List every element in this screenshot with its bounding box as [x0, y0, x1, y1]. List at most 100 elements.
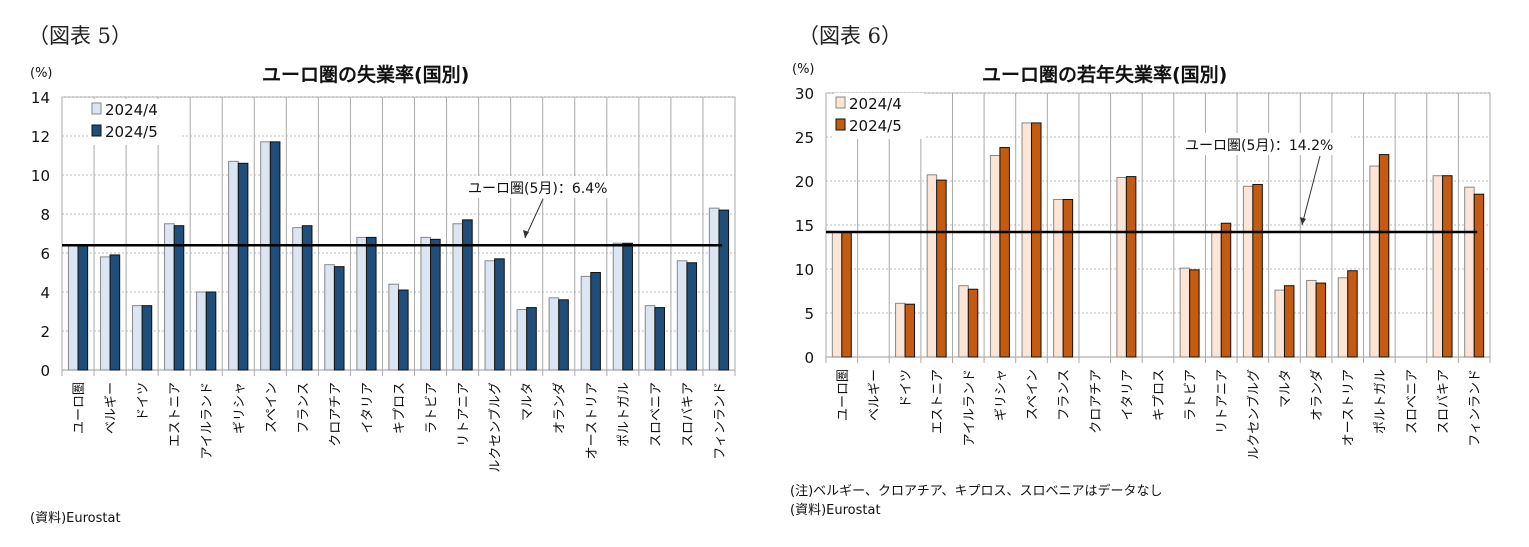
x-tick-label: アイルランド [962, 369, 977, 446]
bar-2024-4 [516, 309, 528, 371]
y-tick-label: 10 [795, 261, 814, 279]
bar-2024-5 [205, 291, 217, 371]
bar-2024-5 [526, 307, 537, 371]
bar-2024-5 [77, 244, 89, 371]
bar-2024-5 [365, 236, 377, 371]
bar-2024-4 [484, 260, 496, 371]
chart-title: ユーロ圏の失業率(国別) [262, 64, 470, 86]
legend-label: 2024/5 [849, 117, 902, 135]
bar-2024-4 [132, 305, 143, 371]
y-tick-label: 0 [804, 349, 814, 367]
bar-2024-4 [548, 297, 560, 371]
bar-2024-4 [1337, 277, 1349, 358]
bar-2024-4 [292, 227, 303, 371]
legend-swatch [835, 118, 846, 131]
bar-2024-4 [67, 244, 79, 371]
legend [90, 99, 180, 145]
bar-2024-4 [1306, 279, 1317, 358]
x-tick-label: エストニア [168, 382, 183, 447]
x-tick-label: キプロス [1152, 369, 1167, 421]
annotation-arrow [1301, 155, 1321, 226]
bar-2024-4 [926, 174, 938, 358]
bar-2024-4 [99, 256, 111, 371]
legend-swatch [91, 102, 102, 115]
x-tick-label: フィンランド [1468, 369, 1483, 447]
bar-2024-4 [324, 264, 335, 371]
x-tick-label: ルクセンブルグ [488, 382, 504, 473]
bar-2024-5 [904, 303, 916, 358]
annotation-bg [464, 176, 634, 198]
bar-2024-4 [831, 231, 843, 358]
bar-2024-4 [1053, 198, 1064, 358]
x-tick-label: ドイツ [899, 369, 914, 408]
bar-2024-4 [1242, 185, 1254, 358]
y-tick-label: 25 [795, 129, 814, 147]
x-tick-label: スペイン [1026, 369, 1041, 420]
legend-swatch [91, 124, 102, 137]
bar-2024-5 [1062, 198, 1074, 358]
arrow-head-icon [523, 230, 529, 238]
bar-2024-4 [612, 242, 624, 371]
bar-2024-5 [1473, 193, 1485, 358]
bar-2024-4 [196, 291, 207, 371]
y-tick-label: 6 [40, 245, 50, 263]
bar-2024-5 [462, 219, 473, 371]
x-tick-label: ドイツ [136, 382, 151, 421]
x-tick-label: ルクセンブルグ [1246, 369, 1262, 460]
y-unit-label: (%) [30, 66, 53, 81]
chart-1: 0 2 4 6 8 10 12 14 ユーロ圏 ベルギー ドイツ エストニア アイルランド ギリシャ スペイ… [31, 89, 736, 473]
bar-2024-4 [676, 260, 688, 371]
legend-swatch [835, 96, 846, 109]
figure-label-5: （図表 5） [28, 24, 133, 48]
x-tick-label: ギリシャ [994, 369, 1009, 421]
y-tick-label: 0 [40, 362, 50, 380]
annotation-arrow [524, 198, 544, 239]
x-tick-label: クロアチア [328, 382, 343, 447]
bar-2024-5 [999, 147, 1010, 358]
bar-2024-4 [1211, 231, 1222, 358]
bar-2024-4 [228, 160, 239, 371]
bar-2024-4 [580, 275, 592, 371]
x-tick-label: ポルトガル [1373, 369, 1388, 434]
y-tick-label: 8 [40, 206, 50, 224]
bar-2024-5 [936, 179, 947, 358]
bar-2024-5 [718, 209, 730, 371]
bar-2024-4 [958, 285, 969, 358]
bar-2024-5 [841, 231, 852, 358]
y-unit-label: (%) [792, 62, 815, 77]
x-tick-label: オーストリア [1342, 369, 1357, 446]
x-tick-label: オランダ [553, 382, 568, 434]
bar-2024-5 [494, 258, 505, 371]
bar-2024-4 [420, 236, 432, 371]
x-tick-label: ベルギー [867, 369, 882, 421]
bar-2024-5 [686, 262, 698, 371]
source-note: (資料)Eurostat [790, 503, 881, 518]
chart-title: ユーロ圏の若年失業率(国別) [982, 64, 1228, 86]
legend [834, 93, 924, 139]
x-tick-label: フランス [296, 382, 311, 434]
bar-2024-5 [1031, 122, 1042, 358]
x-tick-label: ユーロ圏 [836, 369, 851, 421]
x-tick-label: スロベニア [1405, 369, 1420, 434]
figure-label-6: （図表 6） [798, 24, 903, 48]
bar-2024-4 [644, 305, 656, 371]
x-tick-label: フランス [1057, 369, 1072, 421]
legend-label: 2024/5 [105, 123, 158, 141]
bar-2024-5 [398, 289, 409, 371]
y-tick-label: 4 [40, 284, 50, 302]
bar-2024-4 [989, 154, 1001, 358]
reference-annotation: ユーロ圏(5月)：6.4% [468, 181, 607, 197]
bar-2024-4 [708, 207, 720, 371]
x-tick-label: キプロス [393, 382, 408, 434]
x-tick-label: オーストリア [585, 382, 600, 459]
y-tick-label: 12 [31, 128, 50, 146]
bar-2024-5 [141, 305, 153, 371]
bar-2024-5 [269, 141, 281, 371]
y-tick-label: 20 [795, 173, 814, 191]
x-tick-label: リトアニア [1215, 369, 1230, 434]
y-tick-label: 15 [795, 217, 814, 235]
x-tick-label: ラトビア [1184, 369, 1199, 421]
y-tick-label: 5 [804, 305, 814, 323]
reference-annotation: ユーロ圏(5月)：14.2% [1185, 138, 1333, 154]
x-tick-label: ベルギー [104, 382, 119, 434]
